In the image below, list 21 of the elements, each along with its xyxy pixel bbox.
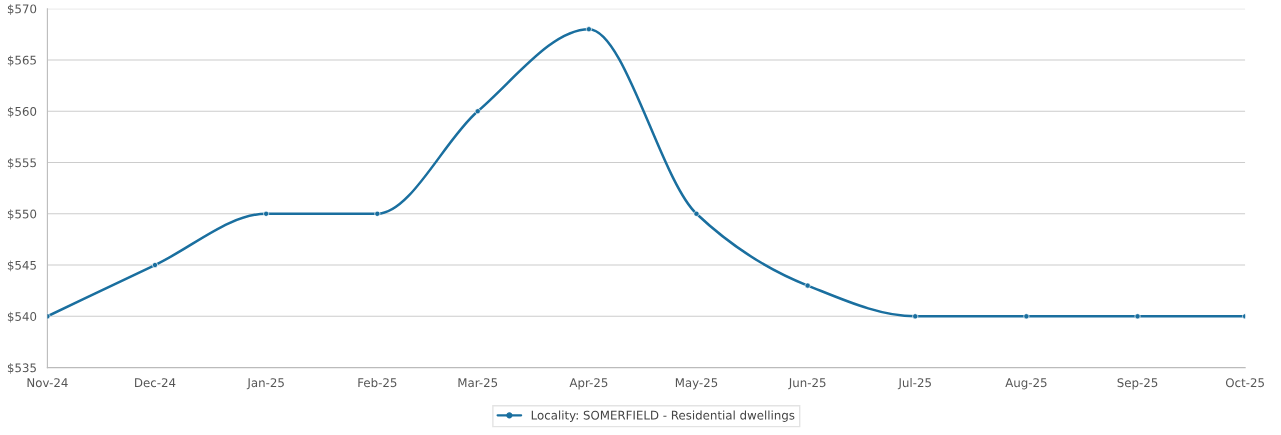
y-tick-label: $545 (7, 260, 36, 272)
x-tick-label: Aug-25 (1005, 378, 1047, 390)
x-tick-label: Dec-24 (135, 378, 176, 388)
x-tick-label: May-25 (675, 378, 718, 390)
x-tick-label: Apr-25 (569, 378, 608, 390)
x-tick-label: Jan-25 (246, 378, 284, 390)
x-tick-label: Mar-25 (458, 378, 498, 388)
y-tick-label: $560 (7, 106, 37, 118)
y-tick-label: $555 (7, 158, 36, 169)
y-tick-label: $570 (7, 4, 37, 15)
y-tick-label: $565 (7, 55, 36, 67)
x-tick-label: Nov-24 (27, 378, 68, 388)
x-tick-label: Oct-25 (1225, 378, 1264, 388)
y-tick-label: $550 (7, 209, 37, 220)
x-tick-label: Sep-25 (1117, 378, 1158, 390)
x-tick-label: Jul-25 (897, 377, 931, 390)
y-tick-label: $535 (7, 363, 36, 374)
legend-label: Locality: SOMERFIELD - Residential dwellings (531, 410, 795, 422)
x-tick-label: Jun-25 (788, 378, 826, 390)
x-tick-label: Feb-25 (358, 377, 397, 388)
y-tick-label: $540 (7, 311, 37, 323)
